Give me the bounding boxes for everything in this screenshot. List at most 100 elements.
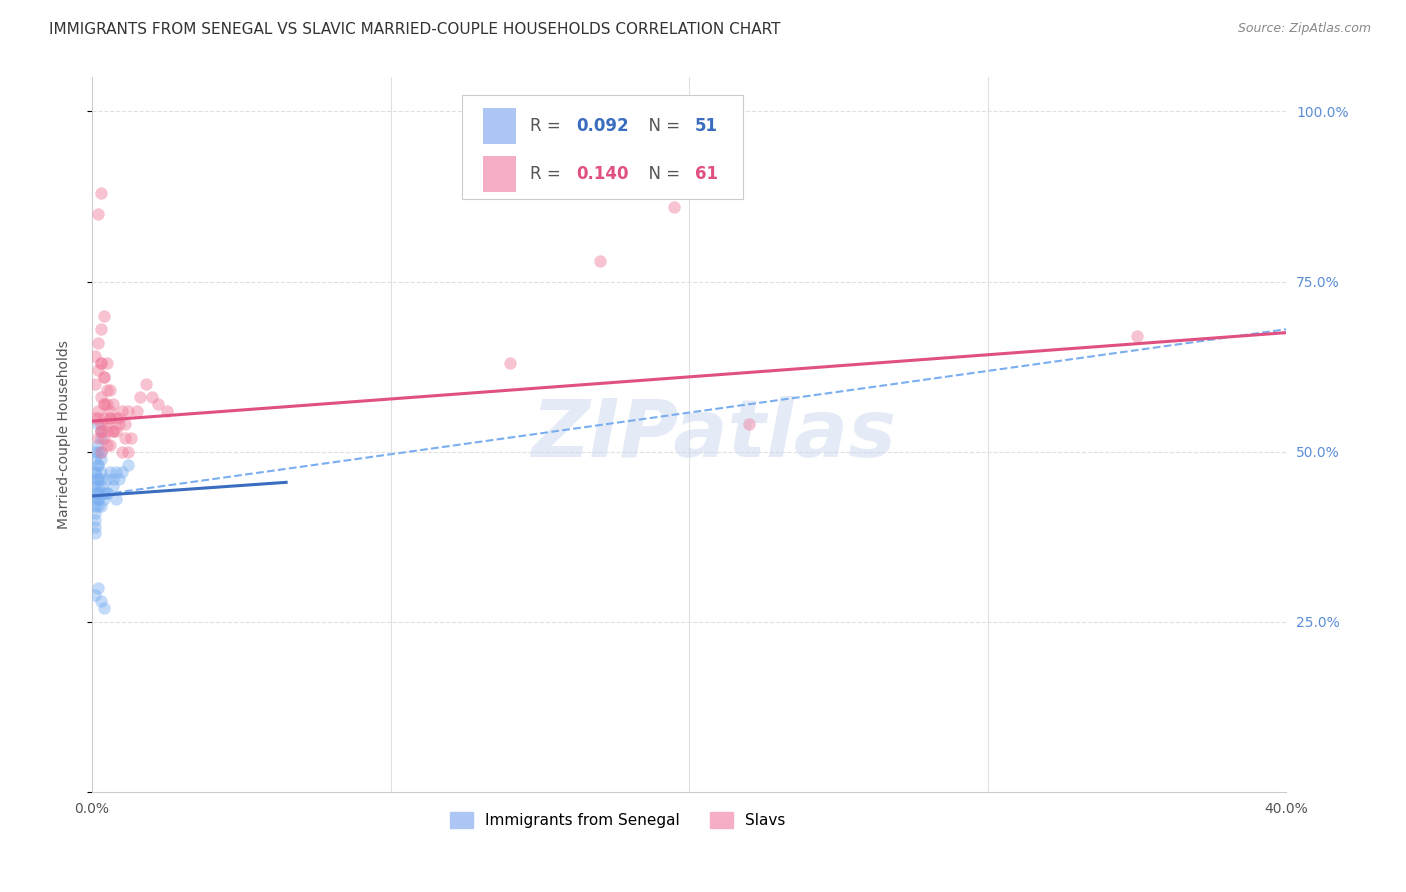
Point	[90, 417, 112, 432]
Point	[1126, 329, 1149, 343]
Text: 0.092: 0.092	[576, 117, 628, 135]
Point	[96, 438, 118, 452]
Point	[84, 451, 107, 466]
Point	[96, 425, 118, 439]
Point	[87, 438, 110, 452]
Point	[499, 356, 522, 370]
Point	[87, 404, 110, 418]
Text: 51: 51	[695, 117, 718, 135]
Point	[117, 404, 139, 418]
Point	[90, 472, 112, 486]
Point	[87, 335, 110, 350]
Point	[141, 390, 163, 404]
Point	[90, 356, 112, 370]
Point	[84, 479, 107, 493]
Point	[84, 472, 107, 486]
Point	[84, 526, 107, 541]
Point	[87, 458, 110, 473]
Text: N =: N =	[638, 117, 685, 135]
Point	[98, 410, 121, 425]
Point	[87, 485, 110, 500]
Point	[120, 431, 142, 445]
Text: IMMIGRANTS FROM SENEGAL VS SLAVIC MARRIED-COUPLE HOUSEHOLDS CORRELATION CHART: IMMIGRANTS FROM SENEGAL VS SLAVIC MARRIE…	[49, 22, 780, 37]
Point	[125, 404, 148, 418]
Point	[96, 397, 118, 411]
Text: R =: R =	[530, 165, 567, 183]
Point	[87, 492, 110, 507]
Point	[90, 322, 112, 336]
Point	[101, 479, 124, 493]
Legend: Immigrants from Senegal, Slavs: Immigrants from Senegal, Slavs	[443, 806, 792, 834]
Point	[84, 410, 107, 425]
Point	[87, 499, 110, 513]
Point	[104, 410, 127, 425]
Point	[114, 417, 136, 432]
Point	[135, 376, 157, 391]
Point	[101, 472, 124, 486]
Point	[90, 444, 112, 458]
Point	[128, 390, 150, 404]
Text: Source: ZipAtlas.com: Source: ZipAtlas.com	[1237, 22, 1371, 36]
Point	[90, 356, 112, 370]
Point	[93, 397, 115, 411]
Point	[104, 425, 127, 439]
Point	[588, 254, 610, 268]
Point	[96, 384, 118, 398]
Point	[87, 479, 110, 493]
Point	[96, 472, 118, 486]
Point	[87, 472, 110, 486]
Point	[93, 309, 115, 323]
Point	[93, 369, 115, 384]
Point	[90, 425, 112, 439]
Point	[96, 356, 118, 370]
Point	[93, 410, 115, 425]
Point	[93, 369, 115, 384]
Point	[101, 425, 124, 439]
Point	[87, 431, 110, 445]
Point	[87, 492, 110, 507]
Point	[101, 397, 124, 411]
Point	[90, 465, 112, 479]
Point	[93, 601, 115, 615]
Point	[90, 431, 112, 445]
Point	[90, 425, 112, 439]
Point	[84, 513, 107, 527]
Point	[104, 492, 127, 507]
Point	[108, 472, 131, 486]
Point	[84, 444, 107, 458]
Point	[117, 458, 139, 473]
Point	[108, 417, 131, 432]
Text: N =: N =	[638, 165, 685, 183]
Point	[90, 499, 112, 513]
Point	[84, 492, 107, 507]
Point	[84, 465, 107, 479]
Point	[98, 404, 121, 418]
Point	[111, 465, 134, 479]
Point	[84, 350, 107, 364]
Point	[87, 485, 110, 500]
Text: ZIPatlas: ZIPatlas	[530, 396, 896, 474]
Point	[90, 451, 112, 466]
Point	[87, 581, 110, 595]
Bar	[482, 156, 516, 193]
Point	[101, 425, 124, 439]
Point	[87, 363, 110, 377]
Point	[84, 519, 107, 533]
Text: 61: 61	[695, 165, 718, 183]
Point	[87, 444, 110, 458]
Point	[90, 390, 112, 404]
Point	[96, 485, 118, 500]
Point	[90, 425, 112, 439]
Point	[90, 479, 112, 493]
Point	[84, 376, 107, 391]
Point	[90, 444, 112, 458]
Point	[84, 499, 107, 513]
Point	[98, 410, 121, 425]
Point	[96, 485, 118, 500]
FancyBboxPatch shape	[463, 95, 742, 199]
Point	[117, 444, 139, 458]
Point	[93, 397, 115, 411]
Point	[87, 410, 110, 425]
Point	[87, 458, 110, 473]
Point	[93, 431, 115, 445]
